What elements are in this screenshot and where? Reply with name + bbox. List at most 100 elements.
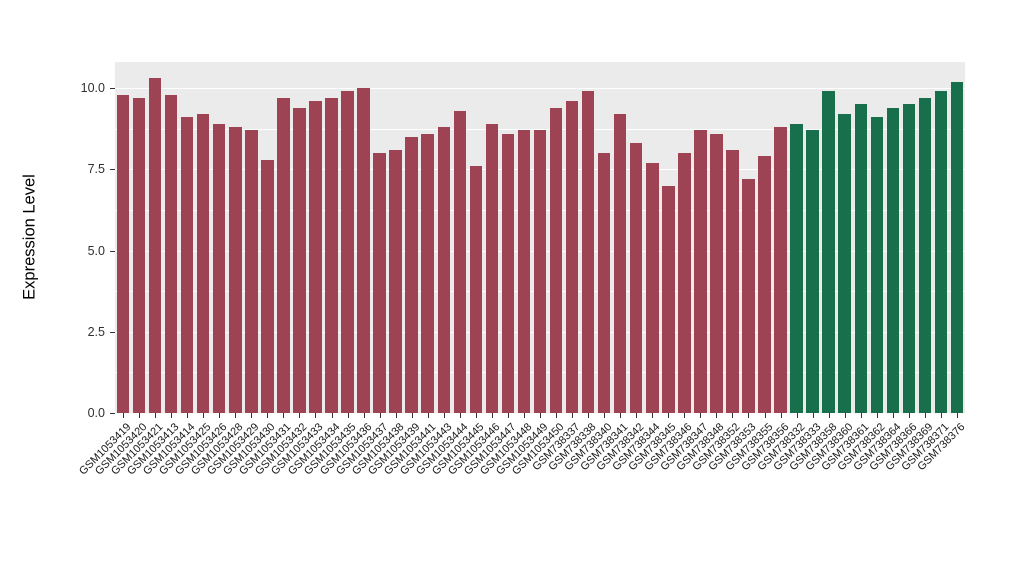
x-tick-mark: [940, 413, 942, 418]
x-tick-mark: [812, 413, 814, 418]
bar-GSM1053429: [245, 130, 258, 413]
bar-GSM1053420: [132, 97, 146, 413]
bar-GSM1053437: [373, 153, 386, 413]
bar-GSM1053432: [293, 107, 306, 413]
x-tick-mark: [491, 413, 493, 418]
bar-GSM1053441: [421, 133, 434, 413]
x-tick-mark: [219, 413, 221, 418]
x-tick-mark: [347, 413, 349, 418]
bar-GSM1053449: [533, 130, 547, 413]
bar-GSM738364: [886, 107, 900, 413]
minor-gridline: [115, 128, 965, 130]
bar-GSM738347: [694, 130, 707, 413]
x-tick-mark: [572, 413, 574, 418]
bar-GSM738338: [581, 91, 595, 413]
x-tick-mark: [540, 413, 541, 418]
bar-GSM1053444: [453, 110, 467, 413]
y-tick-label: 2.5: [87, 324, 105, 339]
x-tick-mark: [139, 413, 141, 418]
x-tick-mark: [331, 413, 333, 418]
y-tick-mark: [110, 88, 115, 89]
y-tick-mark: [110, 331, 115, 333]
x-tick-mark: [860, 413, 862, 418]
bar-GSM738340: [597, 153, 611, 413]
bar-GSM738369: [918, 97, 932, 413]
y-tick-label: 0.0: [87, 406, 105, 420]
bar-GSM738371: [934, 91, 948, 413]
x-tick-mark: [780, 413, 782, 418]
x-tick-mark: [828, 413, 830, 418]
x-tick-mark: [459, 413, 461, 418]
x-tick-mark: [844, 413, 846, 418]
bar-GSM738355: [758, 156, 771, 413]
bar-GSM738341: [613, 114, 627, 413]
x-tick-mark: [556, 413, 558, 418]
y-tick-mark: [110, 250, 115, 252]
y-tick-mark: [110, 413, 115, 414]
bar-GSM738353: [742, 179, 755, 413]
bar-GSM1053446: [485, 123, 499, 413]
bar-GSM1053448: [517, 130, 531, 413]
x-tick-mark: [620, 413, 622, 418]
x-tick-mark: [235, 413, 237, 418]
bar-GSM738345: [662, 185, 675, 413]
x-tick-mark: [652, 413, 654, 418]
bar-GSM1053421: [148, 78, 162, 413]
x-tick-mark: [315, 413, 317, 418]
bar-GSM1053413: [164, 94, 178, 413]
bar-GSM1053438: [389, 149, 402, 413]
bar-GSM1053445: [469, 166, 483, 413]
x-tick-mark: [908, 413, 910, 418]
x-tick-mark: [764, 413, 766, 418]
x-tick-mark: [748, 413, 750, 418]
bar-GSM1053439: [405, 136, 418, 413]
bar-GSM738348: [710, 133, 723, 413]
bar-GSM738344: [646, 162, 659, 413]
x-tick-mark: [604, 413, 606, 418]
bar-GSM738346: [678, 153, 691, 413]
x-tick-mark: [299, 413, 301, 418]
x-tick-mark: [700, 413, 702, 418]
x-tick-mark: [443, 413, 445, 418]
x-tick-mark: [411, 413, 413, 418]
bar-GSM1053426: [212, 123, 226, 413]
bar-GSM738337: [565, 101, 579, 413]
x-tick-mark: [475, 413, 477, 418]
bar-GSM1053431: [277, 97, 290, 413]
x-tick-mark: [427, 413, 429, 418]
bar-GSM1053414: [180, 117, 194, 413]
bar-GSM1053433: [309, 101, 322, 413]
y-axis-title: Expression Level: [20, 174, 39, 300]
bar-GSM738333: [806, 130, 819, 413]
x-tick-mark: [892, 413, 894, 418]
bar-GSM1053428: [229, 127, 242, 413]
x-tick-mark: [171, 413, 173, 418]
bar-GSM1053443: [437, 127, 451, 413]
plot-panel: [115, 62, 965, 415]
bar-GSM1053430: [261, 159, 274, 413]
x-tick-mark: [796, 413, 798, 418]
y-tick-label: 10.0: [80, 81, 105, 95]
x-tick-mark: [283, 413, 285, 418]
x-tick-mark: [684, 413, 686, 418]
bar-GSM738358: [822, 91, 835, 413]
y-tick-mark: [110, 169, 115, 171]
x-tick-mark: [203, 413, 205, 418]
bar-GSM738356: [774, 127, 787, 413]
bar-GSM738352: [726, 149, 739, 413]
x-tick-mark: [876, 413, 878, 418]
bar-GSM738332: [790, 123, 803, 413]
x-tick-mark: [363, 413, 365, 418]
x-tick-mark: [507, 413, 509, 418]
x-tick-mark: [716, 413, 718, 418]
bar-GSM738361: [854, 104, 867, 413]
x-tick-mark: [123, 413, 125, 418]
x-tick-mark: [251, 413, 253, 418]
bar-GSM1053434: [325, 97, 338, 413]
y-tick-label: 7.5: [87, 162, 105, 177]
bar-GSM1053447: [501, 133, 515, 413]
x-tick-mark: [155, 413, 157, 418]
bar-GSM738362: [870, 117, 884, 413]
major-gridline: [115, 88, 965, 90]
x-tick-mark: [636, 413, 638, 418]
